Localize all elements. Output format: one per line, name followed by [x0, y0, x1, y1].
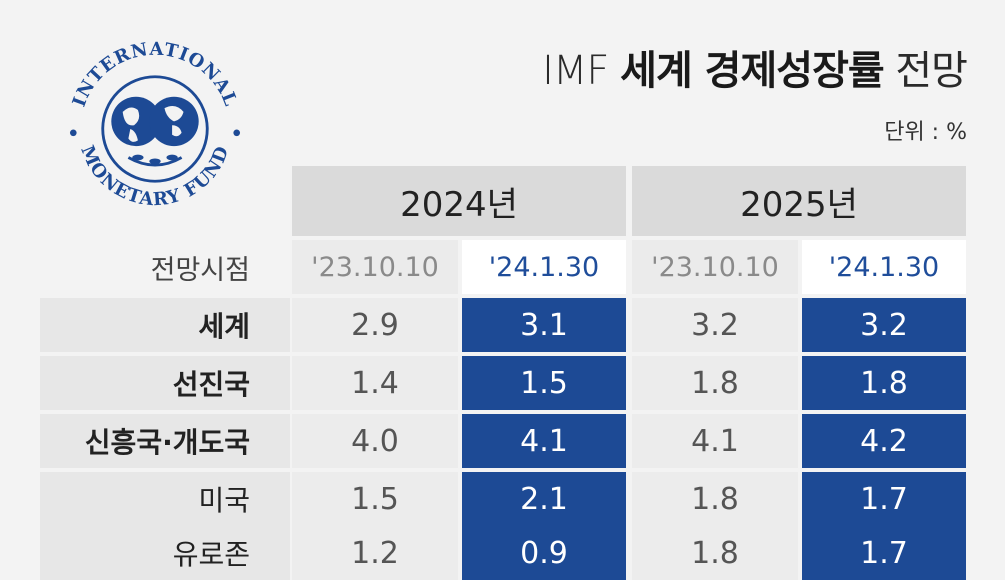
- table-cell-highlight: 1.5: [462, 356, 626, 410]
- table-cell-highlight: 1.7: [802, 472, 966, 526]
- imf-logo: INTERNATIONAL MONETARY FUND: [69, 39, 241, 211]
- row-label-us: 미국: [40, 472, 290, 526]
- table-cell-highlight: 4.2: [802, 414, 966, 468]
- logo-olive-branch: [127, 156, 183, 167]
- logo-star-right: [233, 129, 241, 137]
- forecast-date-cell: '24.1.30: [802, 240, 966, 294]
- table-cell: 1.8: [632, 472, 798, 526]
- table-cell-highlight: 4.1: [462, 414, 626, 468]
- year-header-2024: 2024년: [292, 166, 626, 236]
- table-cell: 3.2: [632, 298, 798, 352]
- table-cell-highlight: 3.1: [462, 298, 626, 352]
- row-label-world: 세계: [40, 298, 290, 352]
- table-cell: 1.5: [292, 472, 458, 526]
- page-title: IMF 세계 경제성장률 전망: [542, 38, 968, 96]
- forecast-date-cell: '23.10.10: [632, 240, 798, 294]
- title-part-2: 전망: [883, 48, 968, 94]
- table-cell-highlight: 1.7: [802, 526, 966, 580]
- logo-star-left: [69, 129, 77, 137]
- row-label-eurozone: 유로존: [40, 526, 290, 580]
- row-label-emerging: 신흥국·개도국: [40, 414, 290, 468]
- logo-bottom-text: MONETARY FUND: [76, 143, 233, 211]
- table-cell-highlight: 2.1: [462, 472, 626, 526]
- logo-top-text: INTERNATIONAL: [69, 39, 241, 110]
- forecast-date-cell: '23.10.10: [292, 240, 458, 294]
- forecast-date-cell: '24.1.30: [462, 240, 626, 294]
- year-header-2025: 2025년: [632, 166, 966, 236]
- table-cell-highlight: 3.2: [802, 298, 966, 352]
- table-cell-highlight: 1.8: [802, 356, 966, 410]
- forecast-date-header: 전망시점: [150, 254, 250, 286]
- table-cell: 2.9: [292, 298, 458, 352]
- title-main: 세계 경제성장률: [620, 48, 885, 94]
- row-label-advanced: 선진국: [40, 356, 290, 410]
- unit-label: 단위 : %: [884, 120, 967, 145]
- table-cell: 1.8: [632, 526, 798, 580]
- table-cell: 1.8: [632, 356, 798, 410]
- title-part-1: IMF: [542, 48, 621, 94]
- table-cell-highlight: 0.9: [462, 526, 626, 580]
- table-cell: 4.1: [632, 414, 798, 468]
- table-cell: 4.0: [292, 414, 458, 468]
- table-cell: 1.4: [292, 356, 458, 410]
- table-cell: 1.2: [292, 526, 458, 580]
